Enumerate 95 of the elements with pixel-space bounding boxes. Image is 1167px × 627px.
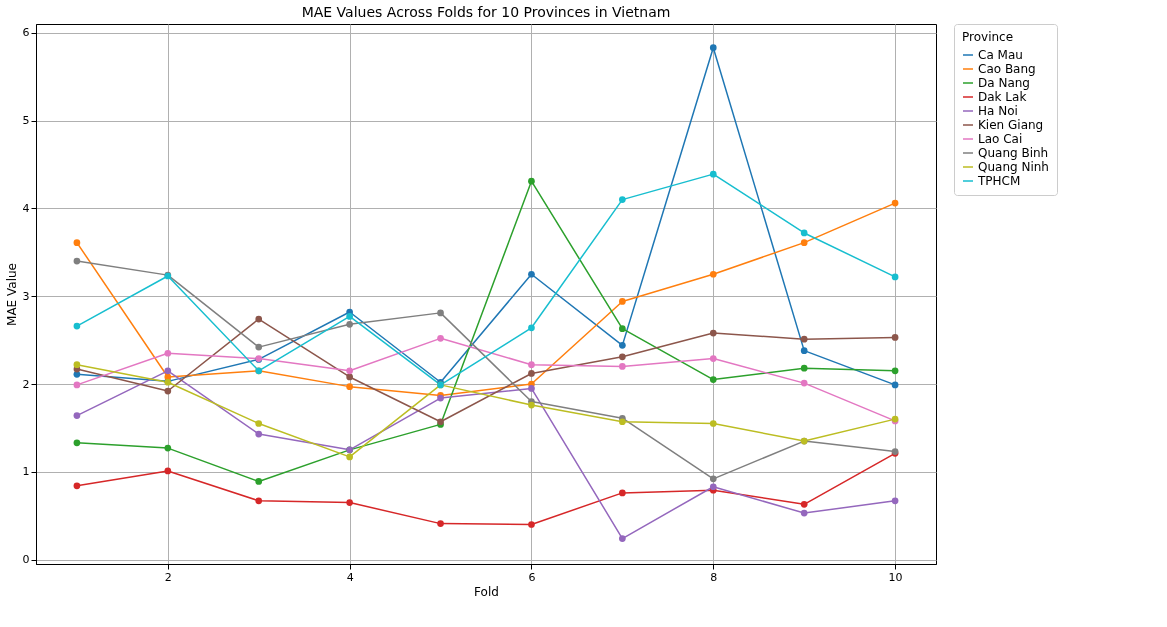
point (619, 535, 626, 542)
x-tick-label: 10 (888, 570, 903, 584)
point (619, 325, 626, 333)
point (73, 482, 81, 490)
point (255, 478, 263, 485)
point (800, 500, 808, 508)
legend-label: Quang Binh (978, 146, 1049, 160)
point (255, 315, 263, 323)
point (528, 324, 535, 332)
y-axis-title: MAE Value (4, 263, 19, 326)
point (891, 199, 899, 207)
point (346, 313, 353, 320)
legend-label: Quang Ninh (978, 160, 1049, 174)
point (709, 270, 717, 278)
point (619, 489, 626, 497)
point (346, 320, 353, 328)
point (709, 170, 717, 178)
point (891, 381, 899, 389)
x-tick-label: 8 (710, 570, 718, 584)
point (255, 420, 263, 427)
point (437, 309, 444, 317)
point (891, 497, 899, 505)
point (346, 453, 353, 461)
point (528, 177, 535, 185)
point (255, 343, 263, 351)
point (164, 444, 172, 452)
point (73, 322, 81, 330)
point (346, 499, 353, 506)
point (528, 370, 535, 377)
legend-label: Lao Cai (978, 132, 1023, 146)
point (255, 497, 263, 505)
point (800, 335, 808, 343)
point (346, 383, 353, 390)
point (800, 229, 808, 237)
point (619, 298, 626, 305)
y-tick-label: 4 (22, 201, 30, 215)
legend-title: Province (962, 30, 1014, 44)
point (164, 387, 172, 395)
x-tick-label: 2 (164, 570, 172, 584)
x-tick-label: 4 (346, 570, 354, 584)
point (528, 385, 535, 392)
point (164, 349, 172, 357)
point (437, 520, 444, 527)
point (891, 334, 899, 341)
point (528, 270, 535, 278)
point (709, 355, 717, 362)
point (437, 334, 444, 342)
point (619, 363, 626, 370)
point (709, 376, 717, 383)
legend-label: Ca Mau (978, 48, 1023, 62)
y-tick-label: 5 (22, 114, 30, 128)
legend-label: Kien Giang (978, 118, 1044, 132)
legend-label: Cao Bang (978, 62, 1036, 76)
y-tick-label: 2 (22, 377, 30, 391)
y-tick-label: 6 (22, 26, 30, 40)
point (800, 379, 808, 387)
legend-label: Da Nang (978, 76, 1030, 90)
point (346, 373, 353, 381)
x-tick-label: 6 (528, 570, 536, 584)
point (891, 273, 899, 281)
point (709, 475, 717, 483)
point (619, 196, 626, 203)
point (164, 467, 172, 475)
point (346, 367, 353, 375)
legend-label: Dak Lak (978, 90, 1027, 104)
point (709, 329, 717, 337)
y-tick-label: 1 (22, 465, 30, 479)
point (73, 361, 81, 369)
point (528, 361, 535, 369)
point (73, 381, 81, 389)
point (709, 44, 717, 52)
point (164, 367, 172, 375)
point (619, 342, 626, 349)
x-axis-title: Fold (474, 584, 499, 599)
y-tick-label: 3 (22, 289, 30, 303)
point (800, 364, 808, 372)
point (709, 420, 717, 427)
point (73, 439, 81, 447)
point (800, 509, 808, 517)
legend-label: TPHCM (977, 174, 1021, 188)
point (73, 412, 81, 419)
point (528, 401, 535, 409)
point (73, 370, 81, 378)
point (528, 521, 535, 528)
point (800, 239, 808, 246)
point (73, 257, 81, 265)
chart-title: MAE Values Across Folds for 10 Provinces in Vietnam (301, 3, 671, 20)
point (619, 353, 626, 361)
point (73, 239, 81, 246)
point (800, 347, 808, 354)
legend-label: Ha Noi (978, 104, 1018, 118)
point (891, 367, 899, 375)
point (255, 430, 263, 438)
y-tick-label: 0 (22, 553, 30, 567)
point (619, 418, 626, 426)
